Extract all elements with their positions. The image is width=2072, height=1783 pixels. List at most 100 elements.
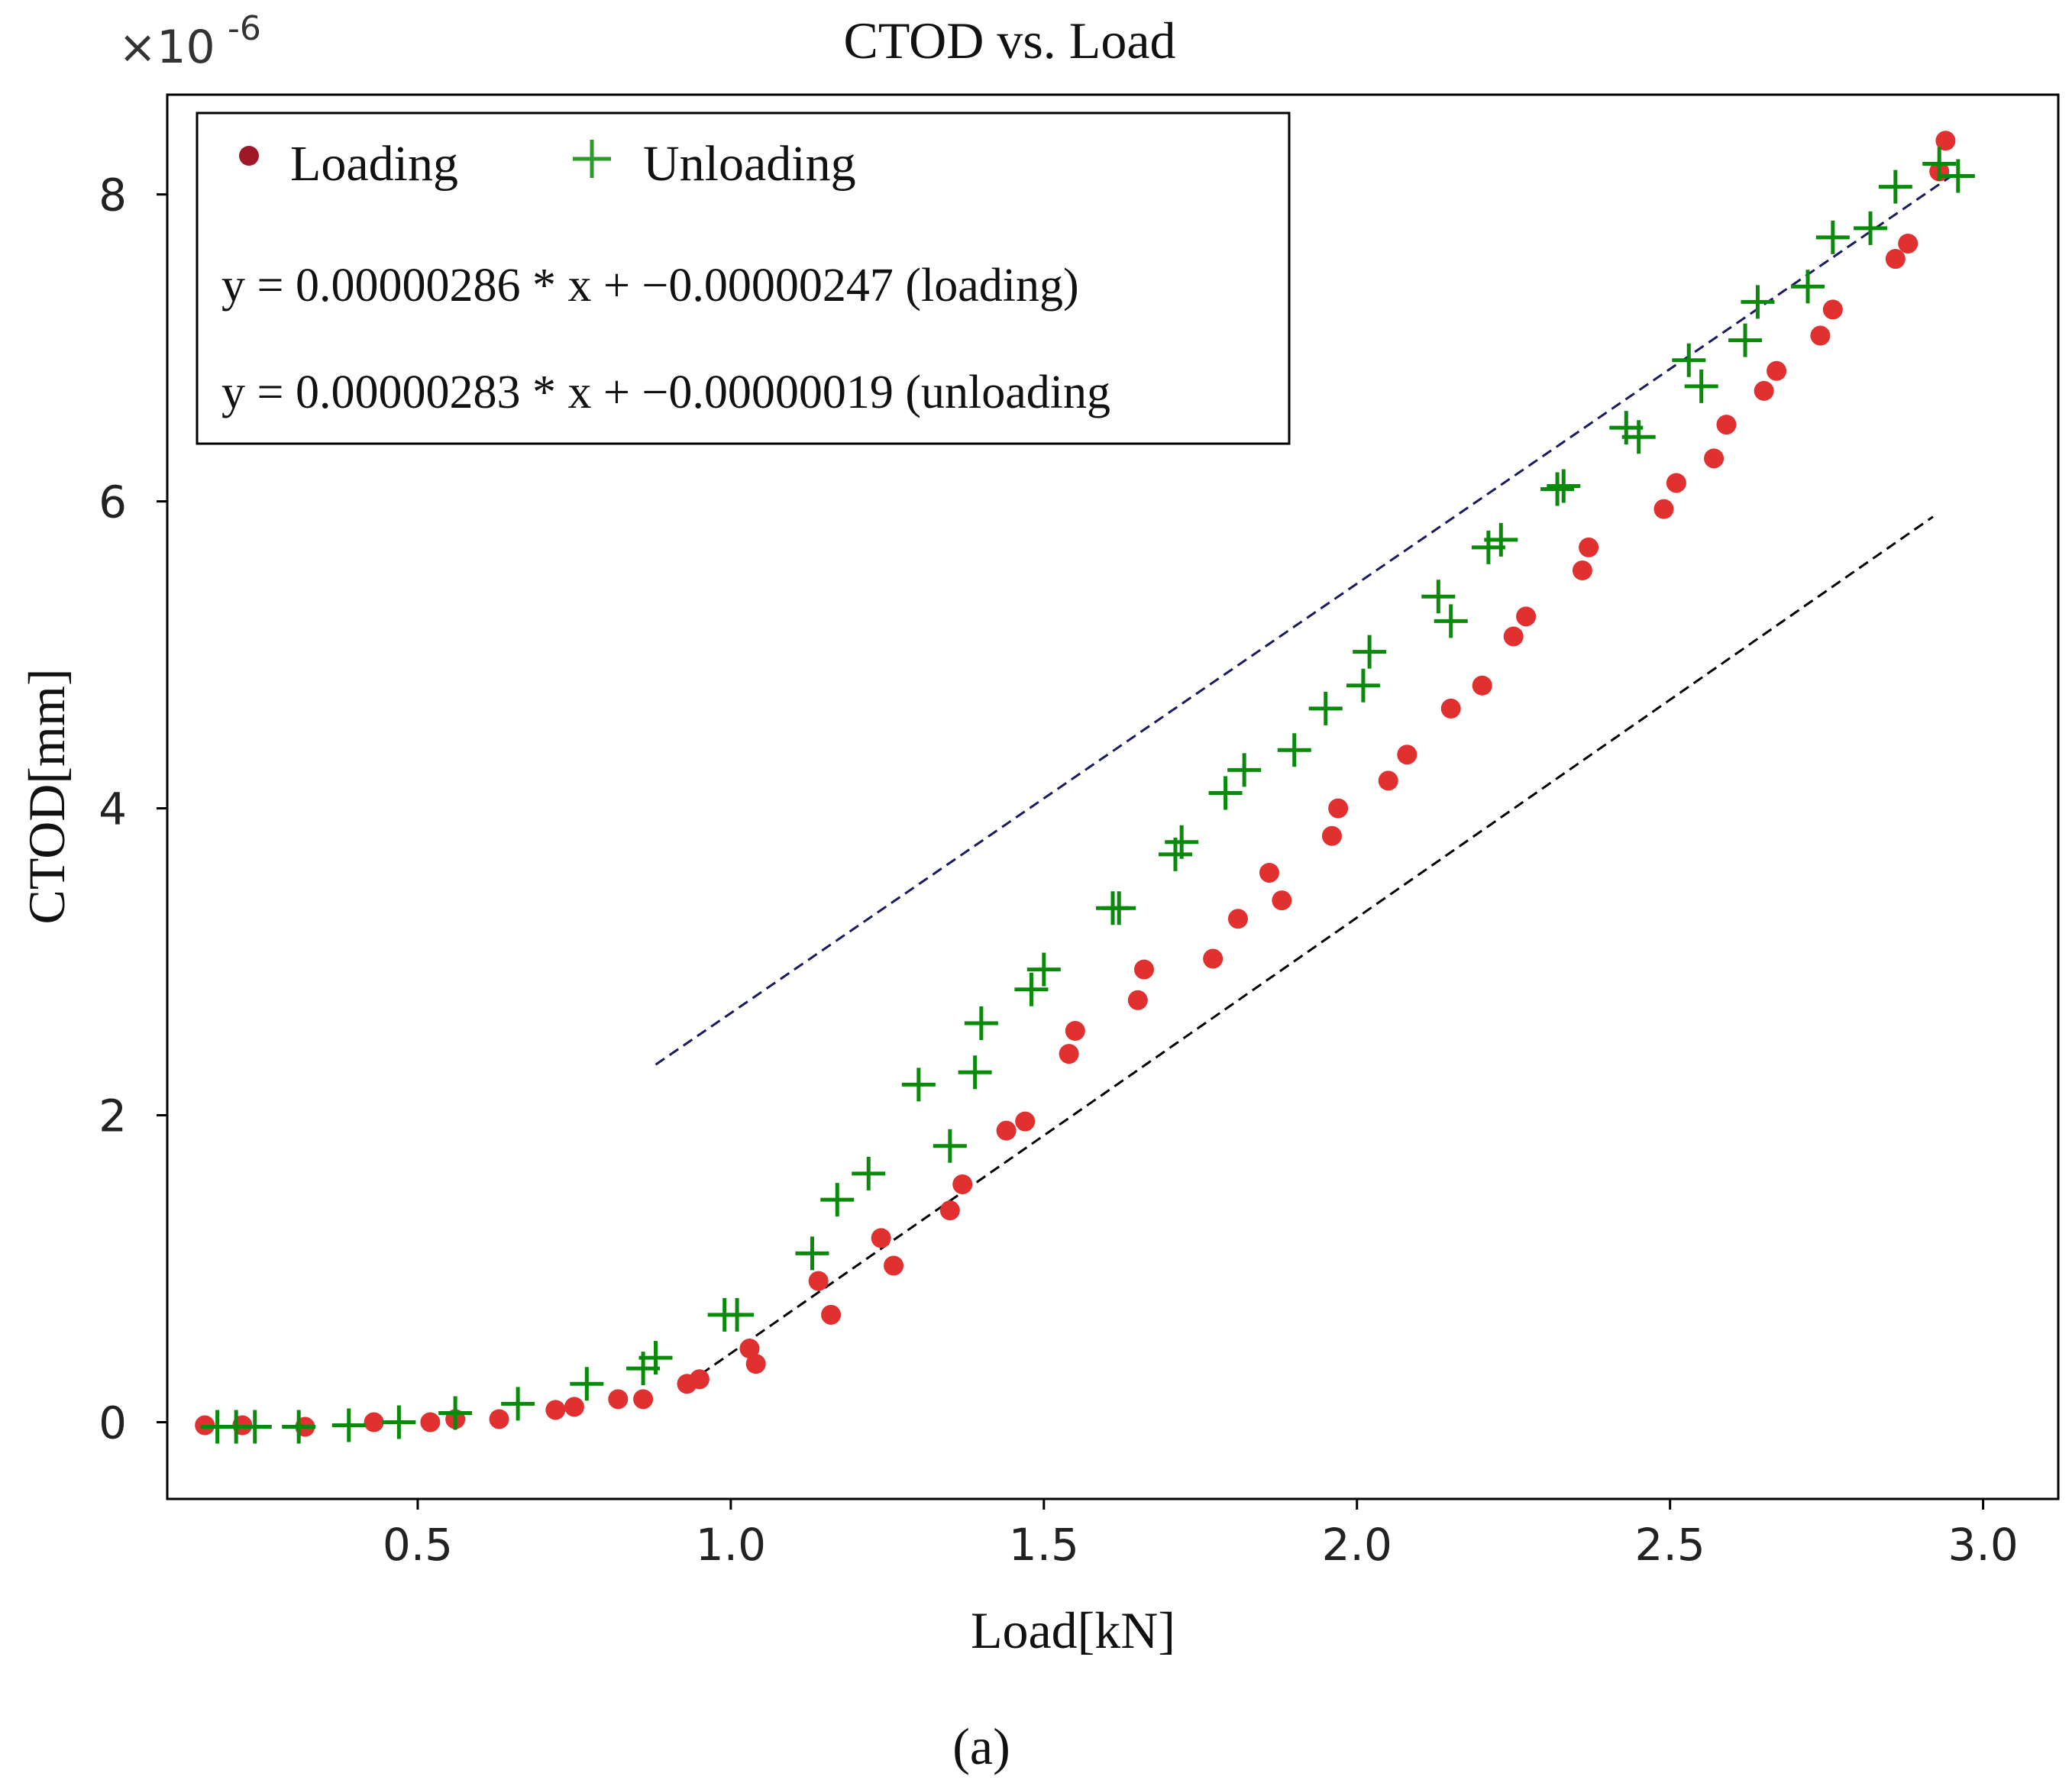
unloading-point	[638, 1341, 673, 1375]
loading-point	[745, 1354, 766, 1374]
unloading-point	[282, 1410, 316, 1444]
loading-point	[952, 1174, 973, 1194]
loading-point	[996, 1120, 1017, 1141]
loading-point	[1378, 770, 1398, 791]
loading-point	[871, 1228, 891, 1248]
x-tick-label: 0.5	[383, 1519, 453, 1571]
y-tick-label: 4	[99, 783, 127, 835]
loading-point	[1440, 698, 1461, 719]
unloading-point	[1547, 469, 1581, 503]
unloading-point	[1540, 472, 1575, 506]
loading-point	[1503, 626, 1524, 647]
loading-point	[1885, 249, 1906, 270]
legend-loading-label: Loading	[290, 136, 458, 192]
unloading-point	[1208, 776, 1243, 810]
unloading-point	[1922, 147, 1957, 181]
x-tick-label: 3.0	[1948, 1519, 2018, 1571]
data-points	[195, 131, 1975, 1444]
unloading-point	[1421, 580, 1456, 614]
loading-point	[1579, 537, 1599, 557]
fit-lines	[655, 170, 1959, 1385]
unloading-point	[852, 1156, 886, 1190]
unloading-point	[1672, 343, 1706, 377]
loading-point	[420, 1412, 441, 1433]
loading-point	[1065, 1021, 1085, 1041]
unloading-point	[331, 1408, 366, 1442]
legend-equation-loading: y = 0.00000286 * x + −0.00000247 (loadin…	[221, 260, 1079, 312]
loading-point	[1754, 380, 1774, 401]
unloading-point	[964, 1006, 998, 1040]
y-tick-label: 8	[99, 170, 127, 221]
unloading-point	[1014, 972, 1049, 1006]
unloading-point	[1227, 753, 1262, 787]
unloading-point	[1102, 891, 1136, 925]
unloading-point	[795, 1236, 829, 1271]
legend-box	[196, 111, 1291, 445]
loading-point	[1259, 862, 1279, 883]
loading-point	[739, 1339, 760, 1359]
y-tick-label: 2	[99, 1090, 127, 1142]
unloading-point	[820, 1183, 855, 1217]
y-scale-factor: ×10	[118, 21, 215, 74]
unloading-point	[1854, 211, 1888, 245]
x-tick-label: 1.0	[696, 1519, 766, 1571]
loading-point	[1572, 560, 1592, 581]
loading-point	[1203, 948, 1223, 969]
unloading-point	[501, 1387, 535, 1421]
unloading-point	[570, 1367, 604, 1401]
x-tick-label: 2.0	[1322, 1519, 1392, 1571]
unloading-point	[933, 1129, 967, 1163]
x-axis-label: Load[kN]	[971, 1601, 1175, 1659]
loading-point	[1059, 1044, 1079, 1064]
loading-point	[939, 1200, 960, 1221]
unloading-point	[1308, 691, 1343, 725]
unloading-point	[901, 1068, 936, 1102]
unloading-point	[958, 1055, 992, 1090]
unloading-point	[1621, 420, 1656, 454]
loading-point	[608, 1389, 629, 1410]
fit-line-loading	[686, 515, 1934, 1385]
loading-point	[1321, 825, 1342, 846]
unloading-point	[1165, 825, 1199, 859]
unloading-point	[238, 1410, 272, 1444]
fit-line-unloading	[655, 170, 1959, 1066]
unloading-point	[1728, 323, 1763, 357]
chart-title: CTOD vs. Load	[843, 11, 1175, 69]
loading-point	[545, 1400, 566, 1420]
x-tick-label: 2.5	[1635, 1519, 1705, 1571]
loading-point	[564, 1397, 584, 1417]
loading-point	[1397, 745, 1417, 765]
loading-point	[1935, 131, 1956, 151]
unloading-point	[1346, 668, 1380, 703]
unloading-point	[1026, 952, 1061, 987]
y-scale-exponent: -6	[228, 9, 261, 48]
loading-point	[1716, 415, 1737, 435]
plot-frame	[166, 93, 2060, 1500]
unloading-point	[1277, 733, 1311, 767]
loading-point	[1653, 499, 1674, 519]
x-tick-label: 1.5	[1009, 1519, 1079, 1571]
loading-point	[1898, 233, 1918, 254]
unloading-point	[1791, 270, 1825, 304]
loading-point	[1272, 890, 1292, 911]
unloading-point	[438, 1396, 473, 1430]
loading-point	[1666, 473, 1686, 493]
loading-point	[633, 1389, 654, 1410]
loading-point	[884, 1255, 904, 1276]
loading-point	[1127, 990, 1148, 1010]
loading-point	[1822, 299, 1843, 320]
legend-unloading-label: Unloading	[643, 136, 856, 192]
unloading-point	[720, 1297, 755, 1332]
loading-point	[1133, 959, 1154, 980]
loading-point	[1516, 606, 1537, 627]
unloading-point	[1878, 170, 1912, 204]
x-axis-ticks: 0.5 1.0 1.5 2.0 2.5 3.0	[383, 1499, 2019, 1571]
unloading-point	[1434, 604, 1468, 638]
figure-caption: (a)	[952, 1717, 1010, 1775]
y-tick-label: 6	[99, 476, 127, 528]
legend-loading-marker	[239, 146, 259, 166]
loading-point	[1015, 1111, 1036, 1132]
unloading-point	[382, 1405, 416, 1439]
unloading-point	[1684, 369, 1718, 403]
unloading-point	[1941, 159, 1975, 193]
